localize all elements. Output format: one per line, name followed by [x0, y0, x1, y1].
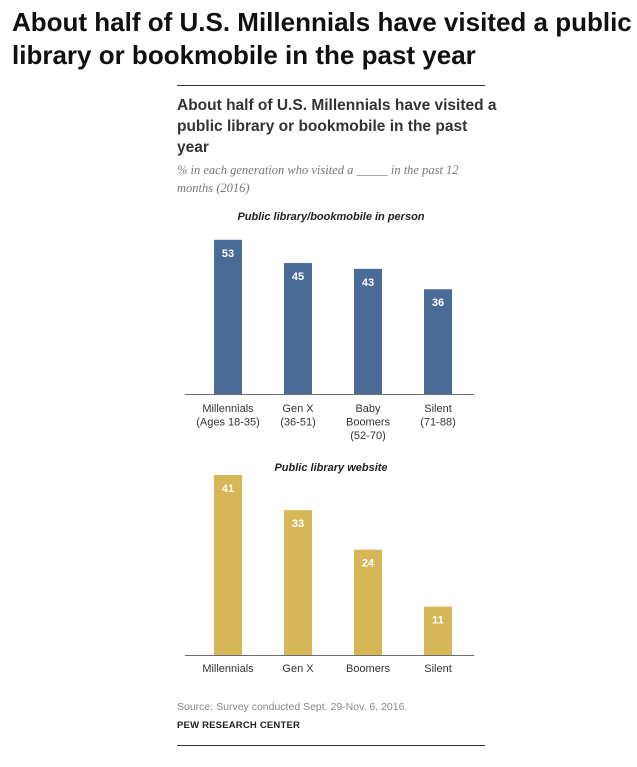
panel-title-in-person: Public library/bookmobile in person [237, 211, 425, 223]
data-label-website-2: 24 [362, 558, 375, 570]
panel-title-website: Public library website [274, 462, 388, 474]
bar-website-1 [284, 510, 312, 655]
bar-in-person-2 [354, 268, 382, 394]
data-label-website-1: 33 [292, 518, 304, 530]
data-label-website-3: 11 [432, 615, 444, 627]
bar-in-person-1 [284, 263, 312, 394]
bar-in-person-0 [214, 239, 242, 394]
data-label-in-person-3: 36 [432, 297, 444, 309]
bar-website-3 [424, 606, 452, 655]
category-label-website-3: Silent [424, 663, 452, 675]
category-label-in-person-2: Baby [355, 403, 381, 415]
category-label-in-person-2: Boomers [346, 417, 391, 429]
data-label-in-person-1: 45 [292, 271, 304, 283]
data-label-in-person-2: 43 [362, 277, 374, 289]
chart-title: About half of U.S. Millennials have visi… [177, 97, 497, 156]
category-label-in-person-0: (Ages 18-35) [196, 417, 260, 429]
data-label-website-0: 41 [222, 483, 234, 495]
category-label-in-person-2: (52-70) [350, 430, 385, 442]
source-note: Source: Survey conducted Sept. 29-Nov. 6… [177, 701, 408, 713]
category-label-website-0: Millennials [202, 663, 254, 675]
bar-website-0 [214, 475, 242, 655]
data-label-in-person-0: 53 [222, 248, 234, 260]
category-label-in-person-1: (36-51) [280, 417, 315, 429]
category-label-website-2: Boomers [346, 663, 391, 675]
category-label-in-person-1: Gen X [282, 403, 314, 415]
bar-website-2 [354, 549, 382, 655]
chart-subtitle: % in each generation who visited a _____… [177, 163, 459, 195]
category-label-in-person-3: Silent [424, 403, 452, 415]
page-headline: About half of U.S. Millennials have visi… [12, 7, 632, 70]
bottom-divider [177, 745, 485, 746]
category-label-website-1: Gen X [282, 663, 314, 675]
category-label-in-person-3: (71-88) [420, 417, 455, 429]
top-divider [177, 85, 485, 86]
category-label-in-person-0: Millennials [202, 403, 254, 415]
bar-in-person-3 [424, 289, 452, 394]
organization-credit: PEW RESEARCH CENTER [177, 720, 301, 731]
